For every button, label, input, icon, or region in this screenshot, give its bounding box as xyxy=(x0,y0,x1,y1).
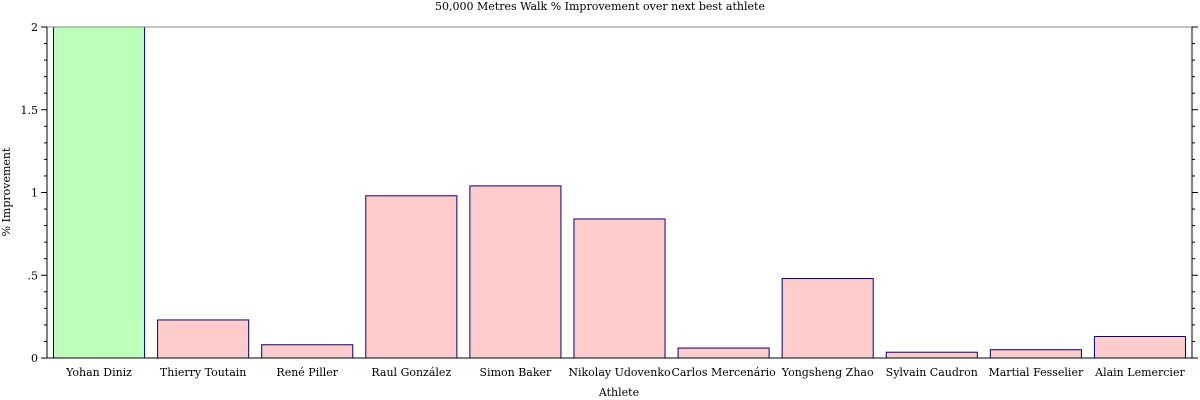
x-axis-title: Athlete xyxy=(598,386,639,399)
x-tick-label: Nikolay Udovenko xyxy=(568,366,671,379)
x-tick-label: Alain Lemercier xyxy=(1094,366,1185,379)
x-axis-labels: Yohan Diniz Thierry Toutain René Piller Rau… xyxy=(65,366,1185,379)
bar-7 xyxy=(781,278,874,359)
x-tick-label: Sylvain Caudron xyxy=(886,366,978,379)
y-axis-right xyxy=(1192,26,1198,359)
y-tick-label: 1.5 xyxy=(21,104,39,117)
bar-2 xyxy=(261,344,354,359)
x-tick-label: Carlos Mercenário xyxy=(671,366,776,379)
chart-title: 50,000 Metres Walk % Improvement over ne… xyxy=(435,0,765,13)
y-tick-label: .5 xyxy=(28,269,39,282)
x-tick-label: Yongsheng Zhao xyxy=(781,366,874,379)
bar-8 xyxy=(885,351,978,359)
bar-1 xyxy=(157,319,250,359)
y-tick-label: 2 xyxy=(31,21,38,34)
x-tick-label: Thierry Toutain xyxy=(160,366,246,379)
x-tick-label: Raul González xyxy=(371,366,451,379)
x-tick-label: René Piller xyxy=(276,366,338,379)
bars-group xyxy=(53,26,1186,359)
bar-4 xyxy=(469,185,562,359)
bar-6 xyxy=(677,347,770,359)
y-axis-title: % Improvement xyxy=(0,147,13,236)
x-tick-label: Martial Fesselier xyxy=(988,366,1083,379)
bar-9 xyxy=(989,349,1082,359)
y-axis-left: 0 .5 1 1.5 2 xyxy=(21,21,47,365)
x-tick-label: Simon Baker xyxy=(480,366,553,379)
bar-10 xyxy=(1093,335,1186,359)
bar-3 xyxy=(365,195,458,359)
bar-0 xyxy=(53,26,146,359)
bar-5 xyxy=(573,218,666,359)
y-tick-label: 1 xyxy=(31,187,38,200)
x-tick-label: Yohan Diniz xyxy=(65,366,132,379)
y-tick-label: 0 xyxy=(31,352,38,365)
